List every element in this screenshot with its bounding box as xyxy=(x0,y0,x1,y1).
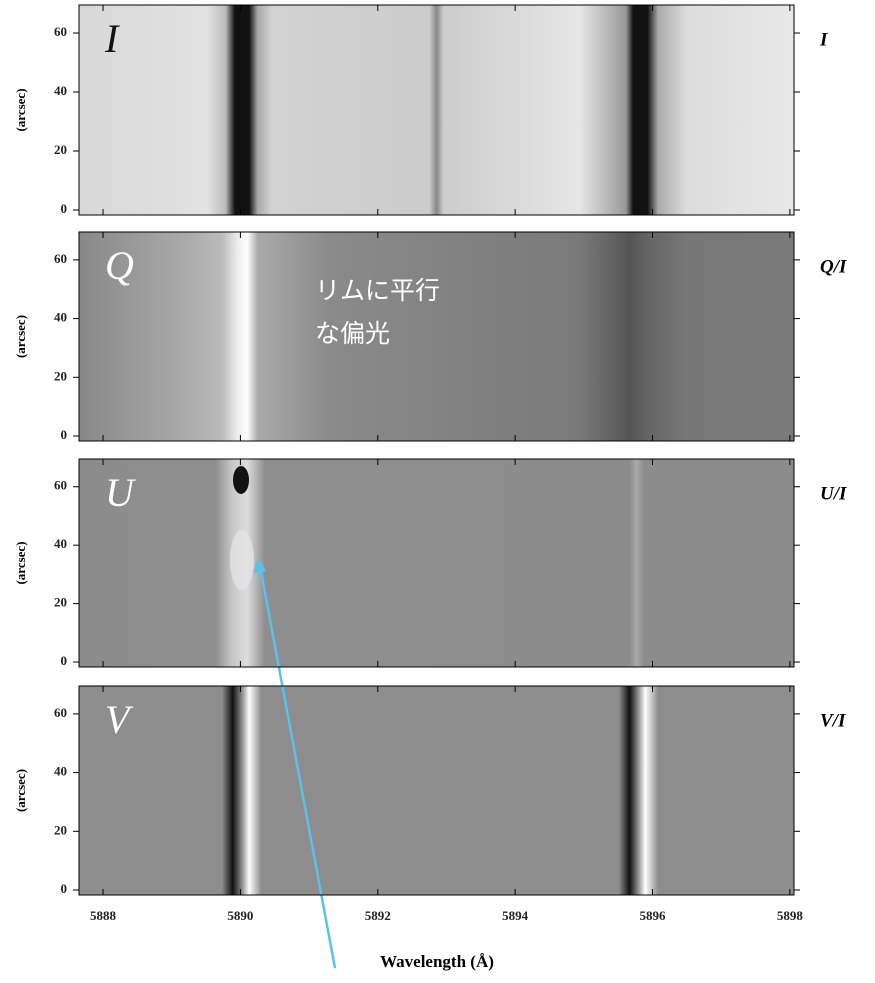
y-tick-label: 0 xyxy=(61,881,68,896)
y-axis-label: (arcsec) xyxy=(13,88,28,131)
y-tick-label: 20 xyxy=(54,368,67,383)
panel-frame xyxy=(78,4,795,216)
y-tick-label: 60 xyxy=(54,478,67,493)
y-tick-label: 40 xyxy=(54,310,67,325)
y-tick-label: 0 xyxy=(61,653,68,668)
y-axis-label: (arcsec) xyxy=(13,769,28,812)
y-tick-label: 40 xyxy=(54,536,67,551)
y-tick-label: 60 xyxy=(54,251,67,266)
panel-frame xyxy=(78,458,795,668)
y-tick-label: 20 xyxy=(54,595,67,610)
y-tick-label: 0 xyxy=(61,427,68,442)
panel-frame xyxy=(78,685,795,896)
annotation: な偏光 xyxy=(315,319,390,348)
y-tick-label: 40 xyxy=(54,83,67,98)
panel-label: I xyxy=(104,16,120,61)
y-tick-label: 60 xyxy=(54,24,67,39)
right-label: Q/I xyxy=(820,256,847,277)
y-tick-label: 20 xyxy=(54,142,67,157)
x-tick-label: 5888 xyxy=(90,908,117,923)
x-tick-label: 5896 xyxy=(640,908,667,923)
feature xyxy=(230,530,254,590)
x-tick-label: 5892 xyxy=(365,908,391,923)
right-label: V/I xyxy=(820,710,846,731)
panel-label: Q xyxy=(105,243,134,288)
y-axis-label: (arcsec) xyxy=(13,315,28,358)
panel-label: V xyxy=(105,697,134,742)
x-tick-label: 5894 xyxy=(502,908,529,923)
right-label: I xyxy=(819,29,828,50)
y-tick-label: 60 xyxy=(54,705,67,720)
y-axis-label: (arcsec) xyxy=(13,541,28,584)
annotation: リムに平行 xyxy=(315,276,440,305)
y-tick-label: 40 xyxy=(54,764,67,779)
feature xyxy=(233,466,249,494)
arrow xyxy=(258,565,337,969)
panel-label: U xyxy=(105,470,137,515)
arrow-head xyxy=(253,557,266,573)
panel-image xyxy=(79,5,794,215)
right-label: U/I xyxy=(820,483,847,504)
x-axis-label: Wavelength (Å) xyxy=(380,952,494,971)
panel-image xyxy=(79,232,794,441)
panel-image xyxy=(79,686,794,895)
panel-image xyxy=(79,459,794,667)
y-tick-label: 0 xyxy=(61,201,68,216)
x-tick-label: 5890 xyxy=(227,908,253,923)
x-tick-label: 5898 xyxy=(777,908,804,923)
panel-frame xyxy=(78,231,795,442)
y-tick-label: 20 xyxy=(54,822,67,837)
